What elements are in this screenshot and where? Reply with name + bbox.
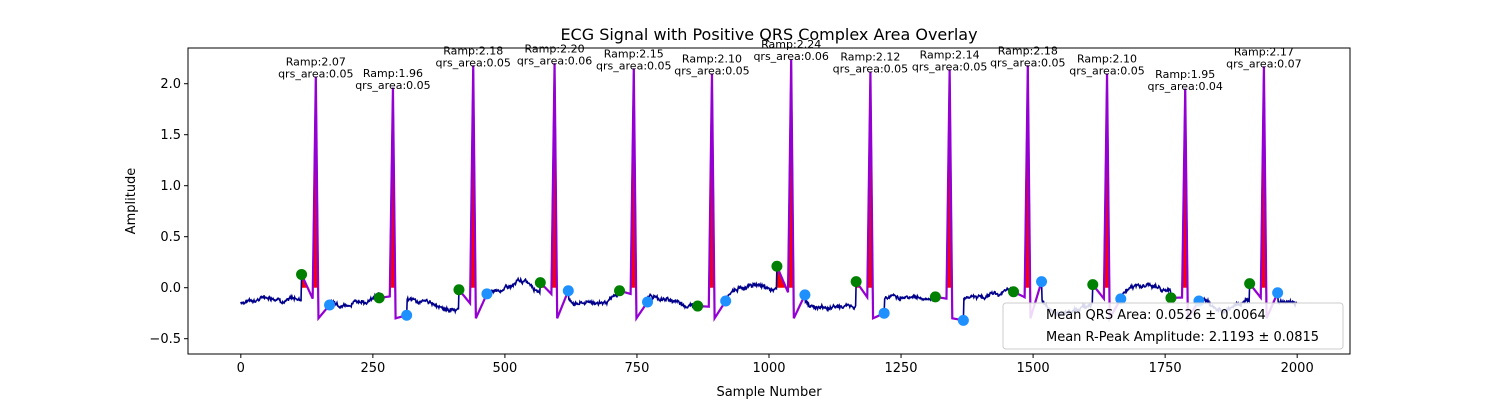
s-point-5 [642,296,654,308]
qrs-area-fill-10 [1013,65,1042,288]
qrs-area-fill-7 [776,59,805,288]
x-tick-label-750: 750 [625,361,650,376]
qrs-area-label-9: qrs_area:0.05 [912,60,987,73]
ramp-label-5: Ramp:2.15 [604,47,664,60]
y-tick-label-4: 1.5 [160,128,181,143]
qrs-segment-3 [458,65,488,319]
s-point-2 [401,309,413,321]
y-tick-label-3: 1.0 [160,179,181,194]
ramp-label-9: Ramp:2.14 [920,48,980,61]
qrs-area-label-7: qrs_area:0.06 [753,50,828,63]
qrs-area-fill-6 [697,73,726,288]
s-point-6 [720,295,732,307]
s-point-8 [878,307,890,319]
qrs-area-label-2: qrs_area:0.05 [355,79,430,92]
s-point-10 [1036,276,1048,288]
q-point-8 [850,276,862,288]
ramp-label-6: Ramp:2.10 [682,53,742,66]
ramp-label-8: Ramp:2.12 [840,50,900,63]
ramp-label-2: Ramp:1.96 [363,67,423,80]
qrs-area-fill-9 [935,69,964,288]
x-tick-label-500: 500 [492,361,517,376]
qrs-area-label-5: qrs_area:0.05 [596,59,671,72]
qrs-area-label-12: qrs_area:0.04 [1147,80,1222,93]
q-point-4 [534,277,546,289]
qrs-area-label-10: qrs_area:0.05 [990,56,1065,69]
ramp-label-1: Ramp:2.07 [286,56,346,69]
legend: Mean QRS Area: 0.0526 ± 0.0064 Mean R-Pe… [1002,302,1344,350]
s-point-3 [481,288,493,300]
x-tick-label-1000: 1000 [752,361,785,376]
q-point-11 [1087,279,1099,291]
qrs-area-fill-1 [301,76,330,288]
y-axis-title: Amplitude [124,168,139,235]
legend-entry-mean-qrs-area: Mean QRS Area: 0.0526 ± 0.0064 [1046,308,1266,323]
x-axis-title: Sample Number [716,385,822,400]
y-tick-label-1: 0.0 [160,281,181,296]
qrs-area-label-4: qrs_area:0.06 [517,54,592,67]
qrs-area-fill-13 [1249,66,1278,288]
s-point-1 [324,299,336,311]
q-point-5 [614,285,626,297]
q-point-7 [771,260,783,272]
y-tick-label-5: 2.0 [160,77,181,92]
qrs-area-label-6: qrs_area:0.05 [674,65,749,78]
qrs-area-fill-5 [619,68,648,288]
qrs-segment-4 [539,63,570,319]
qrs-area-fill-11 [1092,73,1121,288]
qrs-area-fill-2 [379,87,407,288]
qrs-area-label-3: qrs_area:0.05 [435,56,510,69]
x-tick-label-1750: 1750 [1149,361,1182,376]
q-point-12 [1165,292,1177,304]
s-point-11 [1115,293,1127,305]
x-tick-label-1500: 1500 [1017,361,1050,376]
x-tick-label-1250: 1250 [884,361,917,376]
qrs-segment-7 [775,59,806,319]
x-tick-label-2000: 2000 [1281,361,1314,376]
legend-entry-mean-r-peak-amplitude: Mean R-Peak Amplitude: 2.1193 ± 0.0815 [1046,330,1319,345]
q-point-9 [929,291,941,303]
legend-box [1002,302,1344,350]
y-tick-label-2: 0.5 [160,230,181,245]
q-point-2 [373,292,385,304]
qrs-area-fill-8 [856,71,885,288]
q-point-1 [296,268,308,280]
q-point-10 [1008,286,1020,298]
x-tick-label-250: 250 [360,361,385,376]
ramp-label-12: Ramp:1.95 [1155,68,1215,81]
y-axis: −0.5 0.0 0.5 1.0 1.5 2.0 [149,77,188,347]
ramp-label-13: Ramp:2.17 [1234,45,1294,58]
s-point-7 [799,289,811,301]
y-tick-label-0: −0.5 [149,332,181,347]
qrs-area-fill-4 [540,63,569,288]
q-point-6 [692,300,704,312]
s-point-13 [1272,287,1284,299]
ramp-label-11: Ramp:2.10 [1077,53,1137,66]
qrs-area-fill-12 [1170,88,1199,288]
qrs-area-label-8: qrs_area:0.05 [833,62,908,75]
qrs-segment-1 [300,76,331,322]
q-point-13 [1244,278,1256,290]
q-point-3 [453,284,465,296]
s-point-9 [957,314,969,326]
chart-title: ECG Signal with Positive QRS Complex Are… [560,25,977,44]
s-point-4 [562,285,574,297]
x-tick-label-0: 0 [237,361,245,376]
ramp-label-4: Ramp:2.20 [525,42,585,55]
qrs-area-label-1: qrs_area:0.05 [278,68,353,81]
qrs-area-fill-3 [458,65,487,288]
x-axis: 0 250 500 750 1000 1250 1500 1750 2000 [237,354,1314,376]
qrs-area-label-13: qrs_area:0.07 [1226,57,1301,70]
qrs-area-label-11: qrs_area:0.05 [1069,65,1144,78]
